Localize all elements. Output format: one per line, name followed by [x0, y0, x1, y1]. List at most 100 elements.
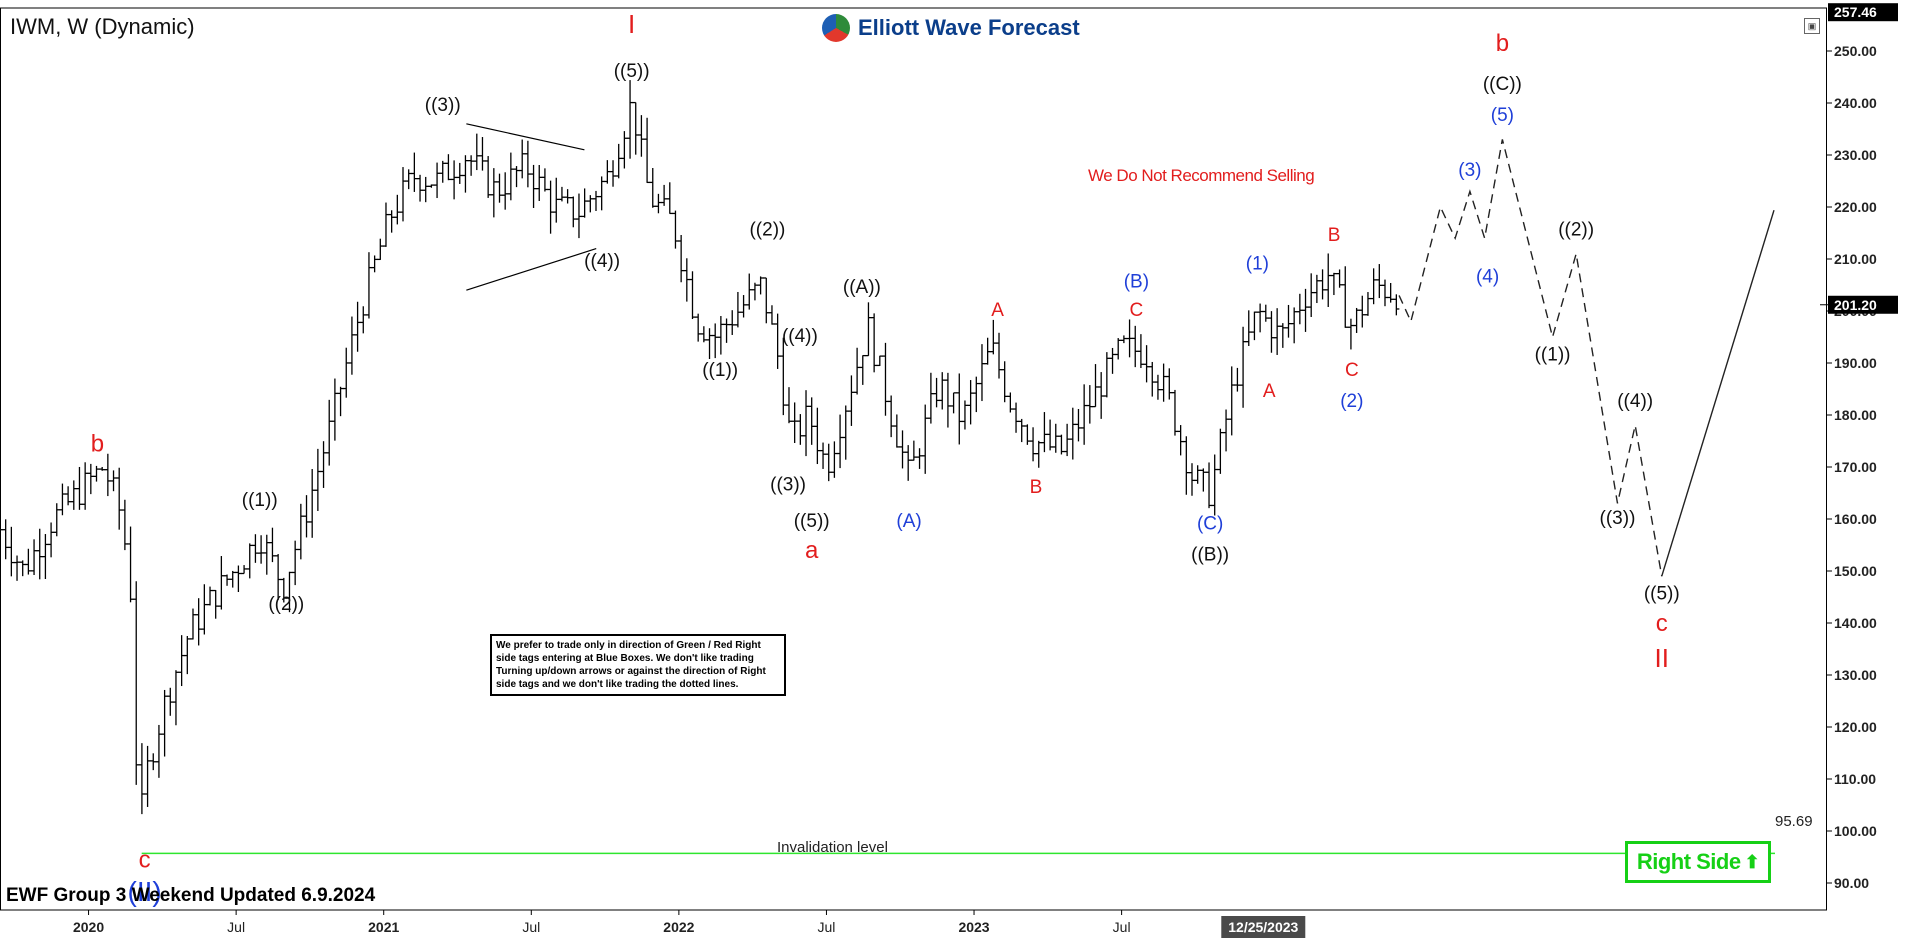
ohlc-bar: [1171, 389, 1178, 436]
ohlc-bar: [1018, 418, 1025, 443]
ohlc-bar: [417, 174, 424, 202]
ohlc-bar: [644, 117, 651, 184]
ohlc-bar: [780, 337, 787, 416]
warning-text: We Do Not Recommend Selling: [1088, 166, 1315, 185]
ohlc-bar: [961, 400, 968, 430]
ohlc-bar: [757, 276, 764, 295]
ohlc-bar: [1058, 434, 1065, 455]
ohlc-bar: [167, 687, 174, 716]
wave-label: (1): [1246, 253, 1269, 274]
ohlc-bar: [138, 743, 145, 815]
ohlc-bar: [587, 195, 594, 213]
wave-label: ((1)): [242, 490, 278, 511]
ohlc-bar: [893, 414, 900, 448]
x-tick-label: Jul: [817, 919, 835, 935]
ohlc-bar: [519, 139, 526, 179]
ohlc-bar: [1183, 436, 1190, 495]
ohlc-bar: [672, 210, 679, 249]
ohlc-bar: [820, 442, 827, 469]
ohlc-bar: [774, 313, 781, 369]
ohlc-bar: [610, 160, 617, 187]
y-tick-label: 130.00: [1834, 667, 1877, 683]
ohlc-bar: [854, 347, 861, 395]
ohlc-bar: [865, 302, 872, 357]
update-footer: EWF Group 3 Weekend Updated 6.9.2024: [6, 885, 376, 906]
projection-final-leg: [1661, 209, 1775, 577]
ohlc-bar: [309, 469, 316, 538]
last-price-tag: [1828, 295, 1898, 314]
ohlc-bar: [888, 395, 895, 438]
chart-settings-icon[interactable]: ▣: [1804, 18, 1820, 34]
wave-label: ((5)): [614, 61, 650, 82]
wave-label: ((3)): [425, 95, 461, 116]
ohlc-bar: [1024, 424, 1031, 445]
ohlc-bar: [1103, 352, 1110, 398]
wave-label: C: [1130, 300, 1144, 321]
ohlc-bar: [1132, 325, 1139, 368]
ohlc-bar: [666, 182, 673, 215]
ohlc-bar: [530, 164, 537, 208]
ohlc-bar: [275, 554, 282, 601]
ohlc-bar: [229, 570, 236, 588]
ohlc-bar: [1262, 304, 1269, 322]
ohlc-bar: [1206, 462, 1213, 509]
y-tick-label: 90.00: [1834, 875, 1869, 891]
ohlc-bar: [172, 670, 179, 726]
ohlc-bar: [14, 555, 21, 581]
ohlc-bar: [1302, 288, 1309, 332]
x-tick-label: Jul: [522, 919, 540, 935]
ohlc-bar: [831, 441, 838, 478]
ohlc-bar: [331, 378, 338, 441]
ohlc-bar: [1296, 293, 1303, 325]
wave-label: ((3)): [770, 474, 806, 495]
ohlc-bar: [1313, 274, 1320, 304]
ohlc-bar: [564, 189, 571, 204]
ohlc-bar: [365, 252, 372, 319]
wave-label: c: [1656, 610, 1668, 637]
ohlc-bar: [1052, 423, 1059, 453]
ohlc-bar: [723, 318, 730, 343]
ohlc-bar: [598, 176, 605, 211]
trading-note: We prefer to trade only in direction of …: [490, 634, 786, 696]
cursor-date-label: 12/25/2023: [1228, 919, 1298, 935]
wave-label: (A): [896, 511, 921, 532]
wave-label: ((4)): [782, 326, 818, 347]
ohlc-bar: [996, 332, 1003, 379]
ohlc-bar: [144, 745, 151, 807]
last-price-tag-label: 201.20: [1834, 297, 1877, 313]
ohlc-bar: [1092, 364, 1099, 408]
brand-logo-block: Elliott Wave Forecast: [822, 14, 1080, 42]
ohlc-bar: [570, 196, 577, 228]
ohlc-bar: [825, 443, 832, 482]
wave-label: ((5)): [794, 511, 830, 532]
ohlc-bar: [65, 486, 72, 506]
wave-label: B: [1328, 225, 1341, 246]
ohlc-bar: [1115, 338, 1122, 360]
ohlc-bar: [462, 155, 469, 193]
ohlc-bar: [87, 463, 94, 495]
top-price-tag-label: 257.46: [1834, 4, 1877, 20]
x-tick-label: Jul: [1113, 919, 1131, 935]
wave-label: A: [1263, 381, 1276, 402]
ohlc-bar: [1393, 294, 1400, 316]
y-tick-label: 220.00: [1834, 199, 1877, 215]
ohlc-bar: [683, 258, 690, 302]
ohlc-bar: [763, 277, 770, 324]
wave-label: (5): [1491, 105, 1514, 126]
ohlc-bar: [751, 282, 758, 301]
ohlc-bar: [507, 152, 514, 201]
ohlc-bar: [791, 402, 798, 444]
ohlc-bar: [36, 528, 43, 580]
ohlc-bar: [99, 466, 106, 471]
ohlc-bar: [405, 169, 412, 190]
wave-label: ((4)): [584, 251, 620, 272]
ohlc-bar: [661, 184, 668, 206]
wave-label: (4): [1476, 266, 1499, 287]
ohlc-bar: [536, 164, 543, 201]
ohlc-bar: [252, 534, 259, 563]
ohlc-bar: [1268, 311, 1275, 353]
ohlc-bar: [451, 160, 458, 200]
ohlc-bar: [1007, 392, 1014, 413]
wave-label: ((A)): [843, 277, 881, 298]
ohlc-bar: [269, 527, 276, 563]
